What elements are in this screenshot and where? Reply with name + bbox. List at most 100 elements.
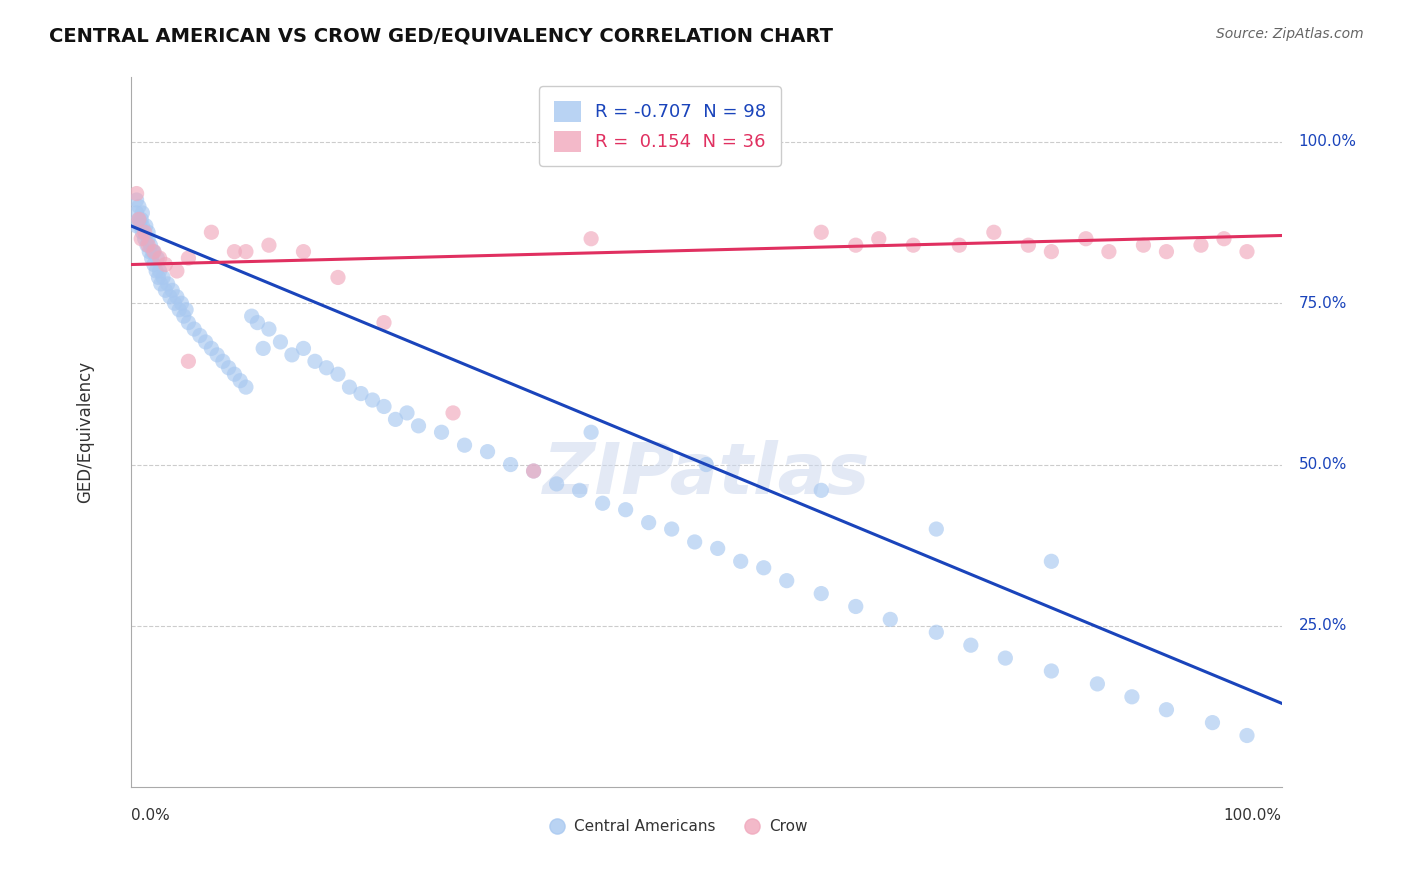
Text: 0.0%: 0.0% (131, 808, 170, 823)
Point (741, 815, 763, 830)
Point (128, 199, 150, 213)
Point (579, 425, 602, 440)
Point (706, 541, 728, 556)
Point (188, 328, 211, 343)
Point (683, 535, 706, 549)
Point (661, 522, 683, 536)
Point (1201, 715, 1223, 730)
Point (235, 380, 257, 394)
Point (453, 438, 475, 452)
Point (156, 277, 179, 291)
Text: 75.0%: 75.0% (1299, 296, 1347, 310)
Point (430, 425, 453, 440)
Point (546, 476, 568, 491)
Point (269, 334, 291, 349)
Point (959, 638, 981, 652)
Point (994, 651, 1017, 665)
Point (257, 238, 280, 252)
Point (177, 251, 200, 265)
Point (257, 322, 280, 336)
Point (281, 348, 304, 362)
Point (155, 258, 177, 272)
Point (125, 186, 148, 201)
Point (125, 206, 148, 220)
Point (146, 251, 169, 265)
Point (1156, 244, 1178, 259)
Point (194, 334, 217, 349)
Point (141, 251, 163, 265)
Point (292, 244, 315, 259)
Text: GED/Equivalency: GED/Equivalency (76, 361, 94, 503)
Point (162, 283, 184, 297)
Point (315, 360, 337, 375)
Point (373, 400, 395, 414)
Point (148, 270, 170, 285)
Point (252, 342, 274, 356)
Point (361, 392, 384, 407)
Point (1156, 703, 1178, 717)
Point (200, 225, 222, 239)
Point (136, 232, 159, 246)
Point (152, 270, 174, 285)
Point (1236, 729, 1258, 743)
Point (177, 354, 200, 368)
Point (1040, 664, 1063, 678)
Point (304, 354, 326, 368)
Point (1132, 238, 1154, 252)
Point (810, 586, 832, 600)
Point (568, 483, 591, 498)
Point (155, 283, 177, 297)
Point (499, 458, 522, 472)
Text: 50.0%: 50.0% (1299, 457, 1347, 472)
Point (224, 244, 246, 259)
Point (138, 244, 160, 259)
Point (948, 238, 970, 252)
Point (128, 212, 150, 227)
Point (167, 302, 190, 317)
Point (125, 219, 148, 233)
Point (200, 342, 222, 356)
Point (868, 232, 890, 246)
Point (1074, 232, 1097, 246)
Text: Source: ZipAtlas.com: Source: ZipAtlas.com (1216, 27, 1364, 41)
Point (170, 296, 193, 310)
Point (183, 322, 205, 336)
Point (166, 264, 188, 278)
Point (695, 458, 717, 472)
Text: 25.0%: 25.0% (1299, 618, 1347, 633)
Point (136, 225, 159, 239)
Point (212, 354, 235, 368)
Point (477, 444, 499, 458)
Point (1213, 232, 1236, 246)
Point (326, 368, 349, 382)
Point (131, 206, 153, 220)
Point (163, 296, 186, 310)
Point (903, 238, 925, 252)
Point (350, 386, 373, 401)
Text: 100.0%: 100.0% (1299, 135, 1357, 150)
Point (142, 244, 165, 259)
Point (142, 244, 165, 259)
Point (1040, 554, 1063, 568)
Point (408, 418, 430, 433)
Point (142, 258, 165, 272)
Point (125, 193, 148, 207)
Point (1098, 244, 1121, 259)
Point (246, 316, 269, 330)
Legend: R = -0.707  N = 98, R =  0.154  N = 36: R = -0.707 N = 98, R = 0.154 N = 36 (540, 87, 780, 166)
Text: ZIPatlas: ZIPatlas (543, 441, 870, 509)
Point (752, 561, 775, 575)
Text: 100.0%: 100.0% (1223, 808, 1281, 823)
Text: CENTRAL AMERICAN VS CROW GED/EQUIVALENCY CORRELATION CHART: CENTRAL AMERICAN VS CROW GED/EQUIVALENCY… (49, 27, 834, 45)
Point (523, 464, 546, 478)
Point (129, 232, 152, 246)
Point (523, 464, 546, 478)
Point (240, 309, 263, 323)
Point (384, 412, 406, 426)
Point (592, 496, 614, 510)
Point (373, 316, 395, 330)
Point (845, 599, 868, 614)
Point (128, 212, 150, 227)
Point (131, 219, 153, 233)
Point (159, 290, 181, 304)
